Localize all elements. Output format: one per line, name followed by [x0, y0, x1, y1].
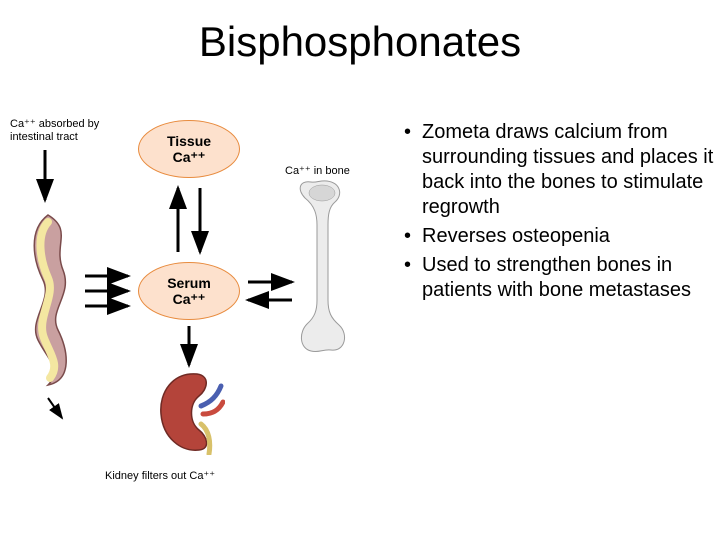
label-absorbed: Ca⁺⁺ absorbed byintestinal tract	[10, 118, 110, 144]
arrow-intestine-bottom	[48, 398, 62, 418]
kidney-icon	[155, 370, 225, 455]
intestine-icon	[18, 210, 78, 390]
bone-icon	[295, 180, 350, 355]
bullet-item: Reverses osteopenia	[400, 224, 715, 249]
tissue-calcium-label: TissueCa⁺⁺	[167, 133, 211, 166]
serum-calcium-node: SerumCa⁺⁺	[138, 262, 240, 320]
bullet-item: Used to strengthen bones in patients wit…	[400, 253, 715, 303]
label-kidney-filters: Kidney filters out Ca⁺⁺	[105, 470, 215, 483]
tissue-calcium-node: TissueCa⁺⁺	[138, 120, 240, 178]
bullet-item: Zometa draws calcium from surrounding ti…	[400, 120, 715, 220]
label-in-bone: Ca⁺⁺ in bone	[285, 165, 350, 178]
bullet-list: Zometa draws calcium from surrounding ti…	[400, 120, 715, 307]
page-title: Bisphosphonates	[0, 18, 720, 66]
serum-calcium-label: SerumCa⁺⁺	[167, 275, 211, 308]
